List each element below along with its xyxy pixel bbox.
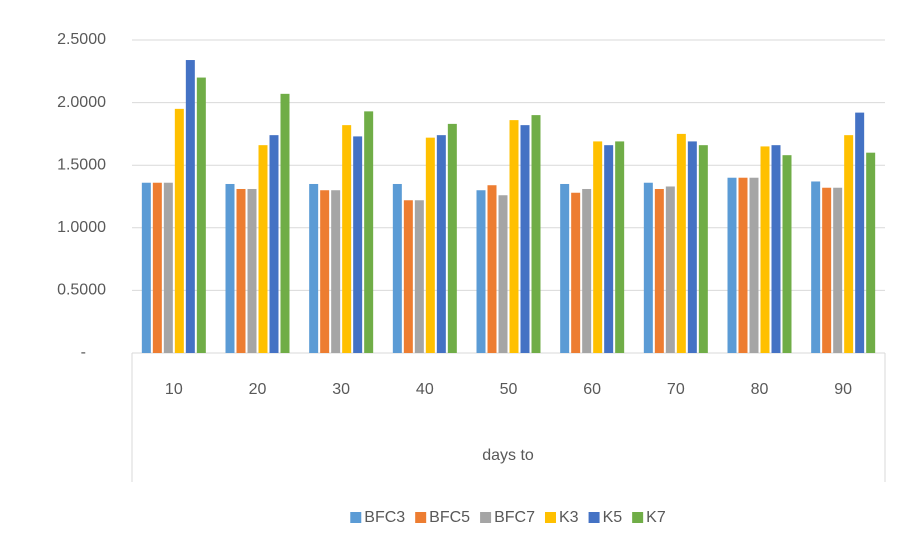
bar [844,135,854,353]
x-tick-label: 30 [332,381,350,398]
bar [643,182,653,353]
bar [414,200,424,353]
bar [280,93,290,353]
bar [749,177,759,353]
bar [436,135,446,353]
bar [247,188,257,353]
bar [593,141,603,353]
y-tick-label: 0.5000 [57,282,106,299]
bar [447,123,457,353]
bar [811,181,821,353]
bar [665,186,675,353]
bar [498,195,508,353]
bar [771,145,781,353]
bar [141,182,151,353]
legend-swatch [415,512,427,523]
x-tick-label: 80 [751,381,769,398]
bar [582,188,592,353]
bar [236,188,246,353]
bar [425,137,435,353]
bar [476,190,486,353]
y-tick-label: 1.0000 [57,219,106,236]
bar [654,188,664,353]
bar [403,200,413,353]
bar [855,112,865,353]
bar [163,182,173,353]
bar [225,183,235,353]
legend-label: K7 [646,509,666,526]
bar [615,141,625,353]
y-tick-label: - [81,344,86,361]
bar [309,183,319,353]
bar [258,145,268,353]
bar [520,125,530,353]
bar [269,135,279,353]
x-axis-title: days to [482,447,534,464]
bar [698,145,708,353]
bar [185,60,195,353]
bar [782,155,792,353]
bar [353,136,363,353]
x-tick-label: 40 [416,381,434,398]
x-tick-label: 20 [249,381,267,398]
legend-swatch [350,512,362,523]
legend-swatch [544,512,556,523]
bar [196,77,206,353]
x-tick-label: 70 [667,381,685,398]
x-tick-label: 60 [583,381,601,398]
bar [822,187,832,353]
legend-swatch [588,512,600,523]
bar [152,182,162,353]
legend-label: BFC7 [494,509,535,526]
bar [760,146,770,353]
bar [320,190,330,353]
legend-swatch [632,512,644,523]
bar [676,133,686,353]
bar [560,183,570,353]
bar [571,192,581,353]
bar [727,177,737,353]
bar [342,125,352,353]
legend-label: BFC3 [364,509,405,526]
bar [604,145,614,353]
bar [531,115,541,354]
x-tick-label: 90 [834,381,852,398]
bar [487,185,497,353]
bar [738,177,748,353]
x-tick-label: 10 [165,381,183,398]
bar [833,187,843,353]
legend-label: K3 [559,509,579,526]
x-tick-label: 50 [500,381,518,398]
bar [331,190,341,353]
bar [509,120,519,354]
bar [866,152,876,353]
y-tick-label: 2.0000 [57,94,106,111]
legend-label: BFC5 [429,509,470,526]
legend-swatch [480,512,492,523]
bar [364,111,374,353]
bar [392,183,402,353]
legend-label: K5 [603,509,623,526]
y-tick-label: 2.5000 [57,31,106,48]
bar [687,141,697,353]
y-tick-label: 1.5000 [57,156,106,173]
bar [174,108,184,353]
